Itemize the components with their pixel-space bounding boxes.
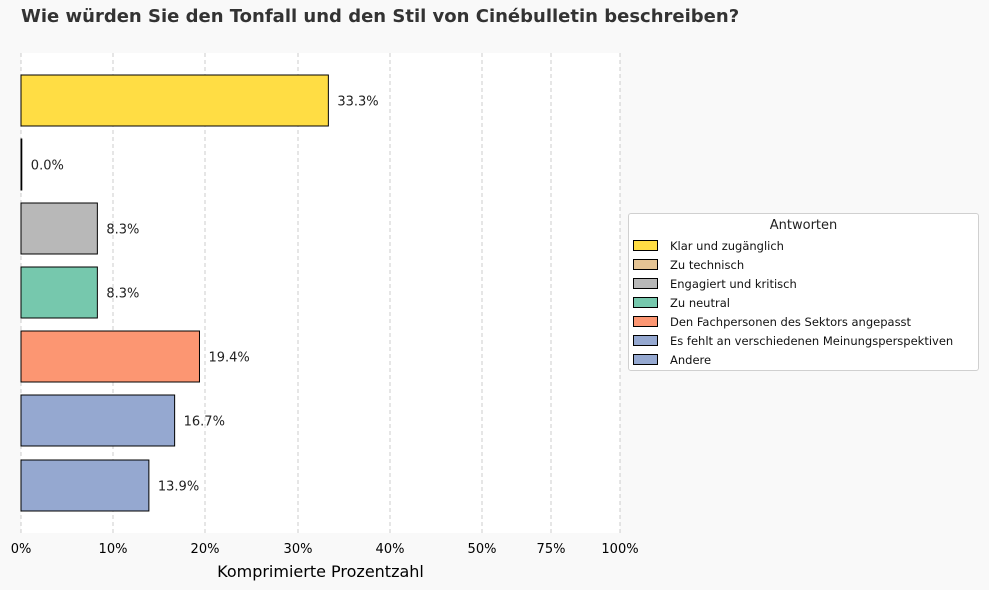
bar <box>20 266 98 319</box>
bar <box>20 202 98 255</box>
x-tick-label: 40% <box>376 542 405 557</box>
x-tick-label: 100% <box>601 542 638 557</box>
legend-swatch <box>633 335 658 346</box>
legend-label: Den Fachpersonen des Sektors angepasst <box>670 314 912 329</box>
legend-item: Andere <box>633 350 978 369</box>
legend-swatch <box>633 278 658 289</box>
data-label: 8.3% <box>106 223 139 238</box>
chart-title: Wie würden Sie den Tonfall und den Stil … <box>21 6 740 27</box>
legend-swatch <box>633 316 658 327</box>
legend-swatch <box>633 259 658 270</box>
x-tick-label: 30% <box>284 542 313 557</box>
bar <box>20 459 150 512</box>
x-tick-label: 20% <box>191 542 220 557</box>
legend-item: Engagiert und kritisch <box>633 274 978 293</box>
legend-item: Den Fachpersonen des Sektors angepasst <box>633 312 978 331</box>
legend-label: Es fehlt an verschiedenen Meinungsperspe… <box>670 333 954 348</box>
legend-swatch <box>633 297 658 308</box>
legend-item: Klar und zugänglich <box>633 236 978 255</box>
legend-label: Engagiert und kritisch <box>670 276 797 291</box>
legend-item: Zu technisch <box>633 255 978 274</box>
bar <box>20 74 329 127</box>
x-tick-label: 50% <box>468 542 497 557</box>
bar <box>20 394 176 447</box>
x-tick-label: 0% <box>11 542 32 557</box>
bar <box>20 330 200 383</box>
data-label: 19.4% <box>208 351 249 366</box>
data-label: 8.3% <box>106 287 139 302</box>
data-label: 13.9% <box>158 480 199 495</box>
data-label: 16.7% <box>184 415 225 430</box>
legend-label: Klar und zugänglich <box>670 238 784 253</box>
legend-item: Zu neutral <box>633 293 978 312</box>
legend-swatch <box>633 354 658 365</box>
legend-label: Zu neutral <box>670 295 730 310</box>
legend-item: Es fehlt an verschiedenen Meinungsperspe… <box>633 331 978 350</box>
legend-label: Andere <box>670 352 712 367</box>
legend-title: Antworten <box>769 218 838 233</box>
x-axis-title: Komprimierte Prozentzahl <box>217 562 424 581</box>
data-label: 33.3% <box>337 95 378 110</box>
x-tick-label: 75% <box>537 542 566 557</box>
legend-swatch <box>633 240 658 251</box>
x-tick-label: 10% <box>99 542 128 557</box>
legend: Antworten Klar und zugänglich Zu technisc… <box>628 213 979 371</box>
bar <box>20 138 23 191</box>
legend-items: Klar und zugänglich Zu technisch Engagiert… <box>633 236 978 369</box>
legend-label: Zu technisch <box>670 257 745 272</box>
plot-area <box>21 53 620 533</box>
data-label: 0.0% <box>31 159 64 174</box>
